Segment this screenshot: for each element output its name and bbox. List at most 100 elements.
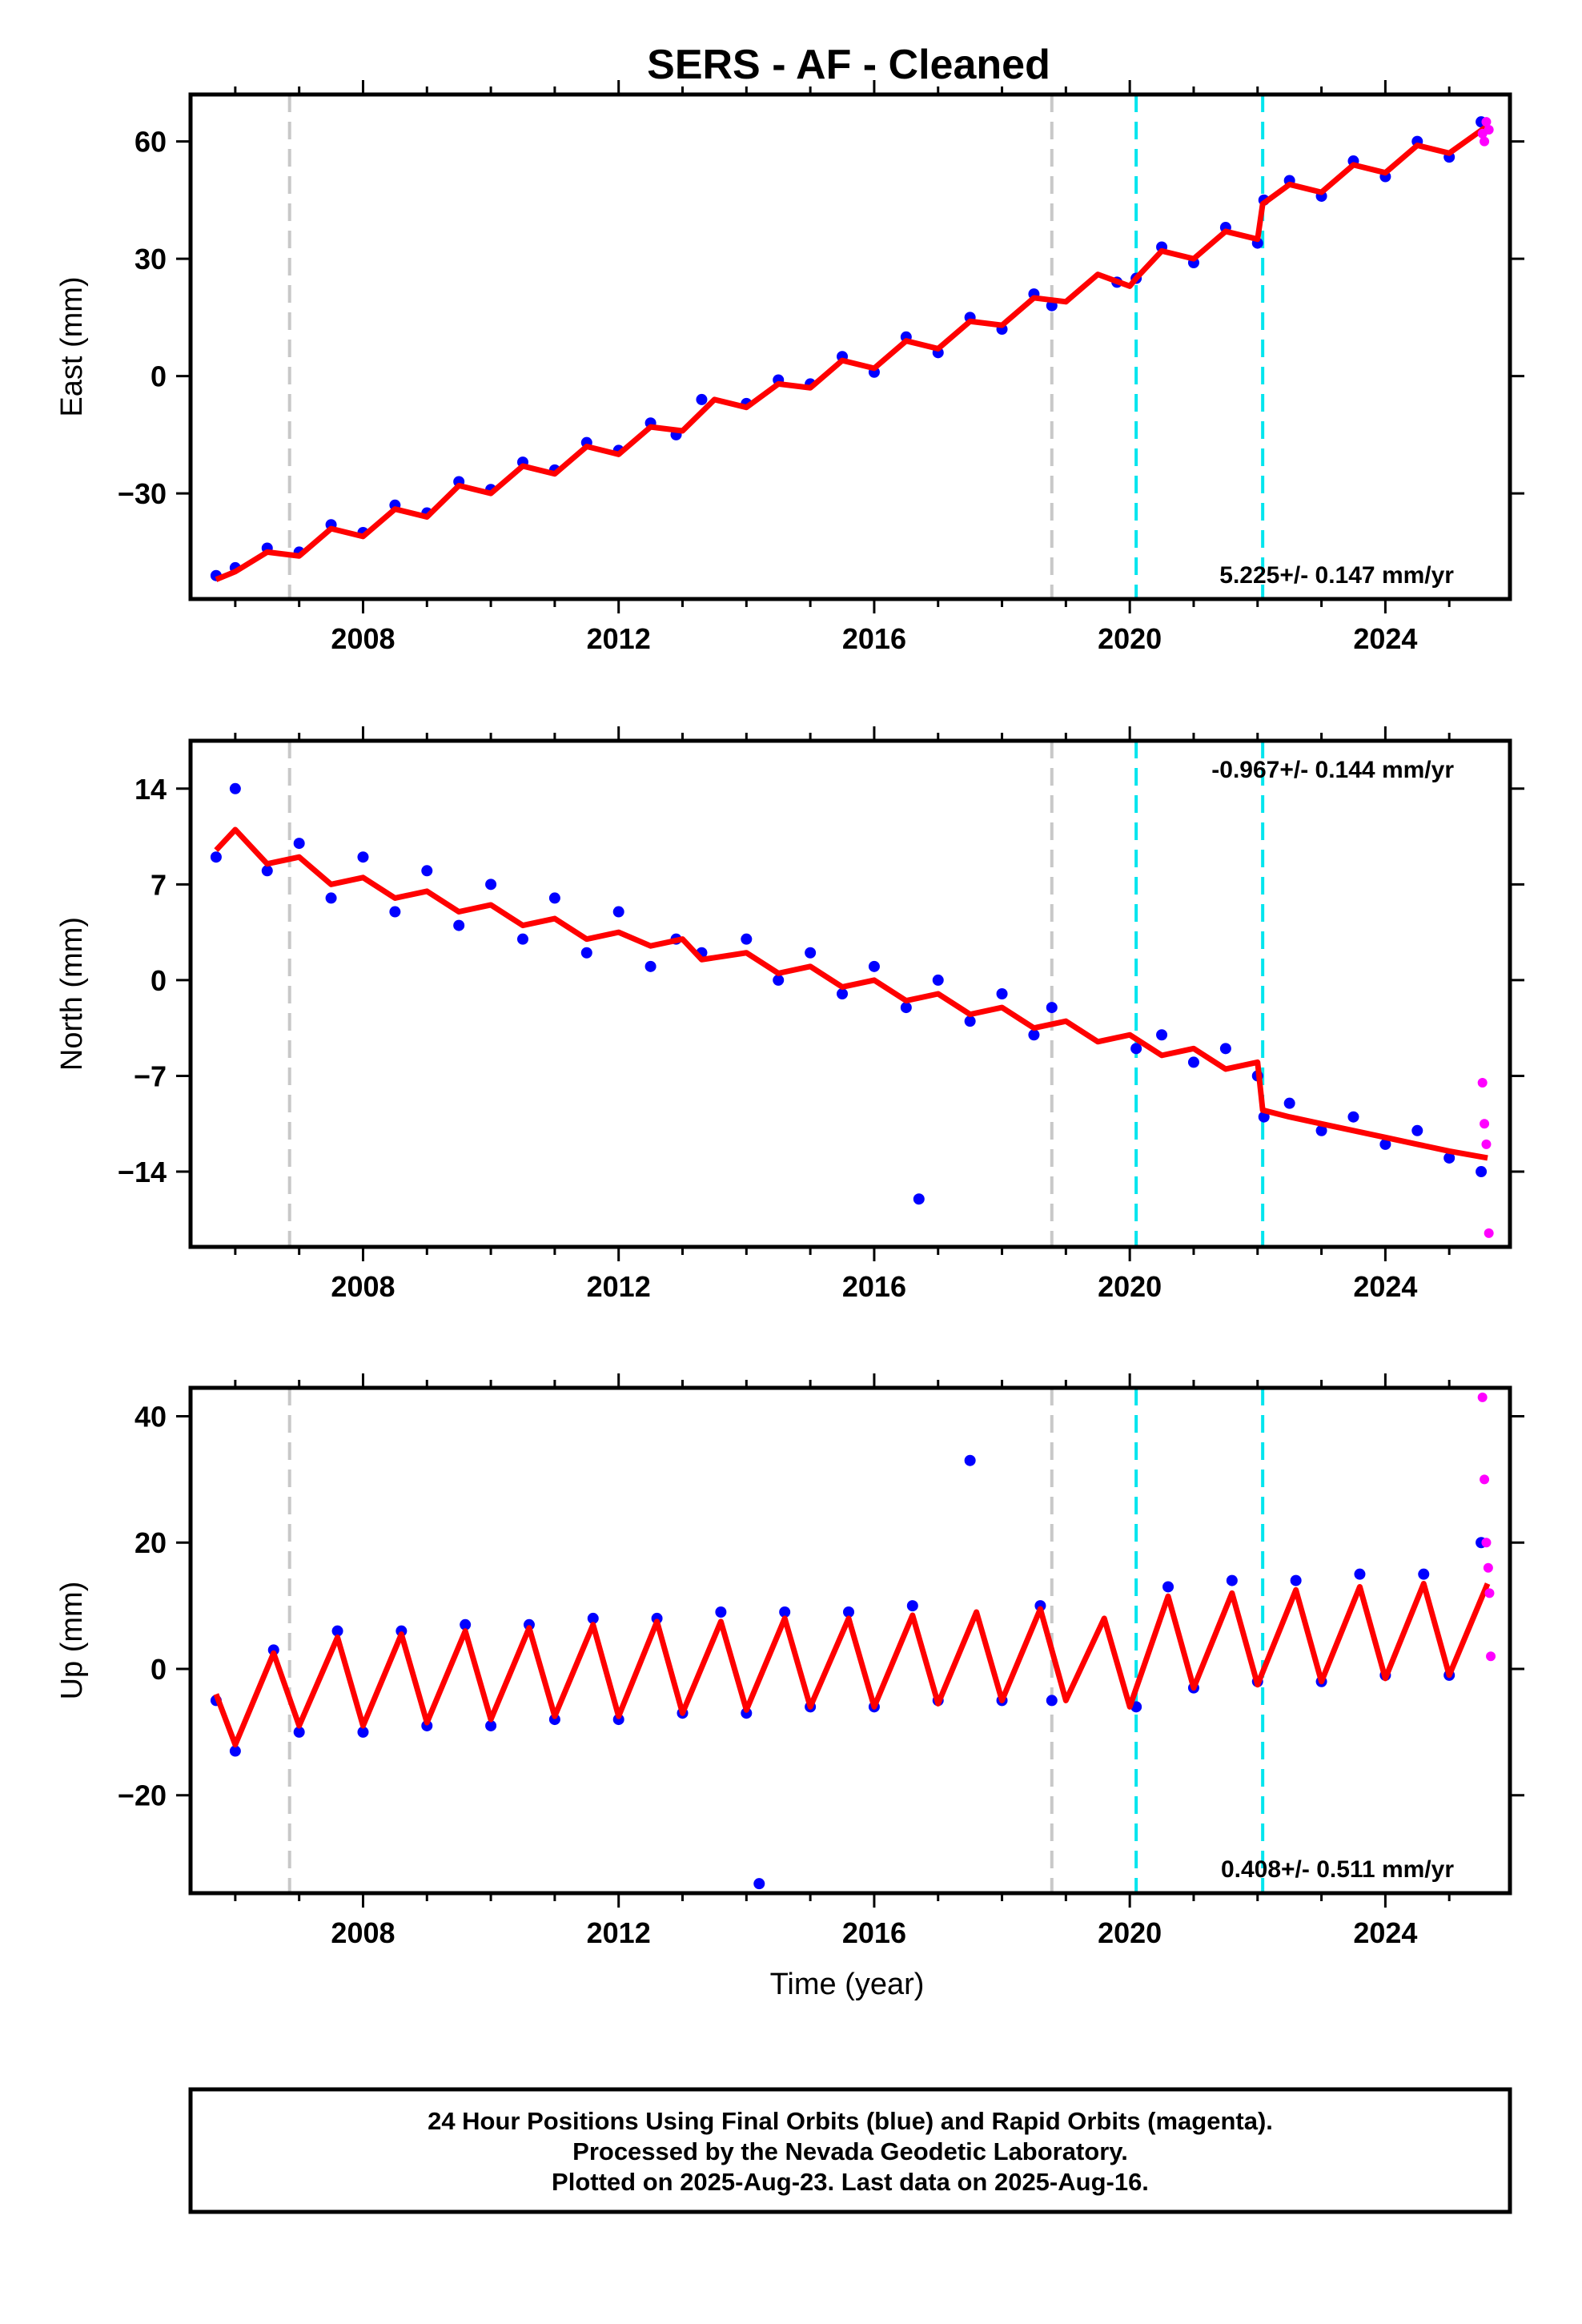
up-x-tick-label: 2020 — [1098, 1916, 1162, 1949]
north-final-point — [325, 892, 337, 904]
up-y-tick-label: 40 — [135, 1400, 167, 1433]
up-final-point — [1226, 1574, 1238, 1586]
up-final-point — [1046, 1695, 1058, 1707]
north-final-point — [1411, 1124, 1423, 1136]
east-x-tick-label: 2012 — [587, 622, 651, 655]
up-rapid-point — [1483, 1562, 1493, 1573]
north-final-point — [1130, 1043, 1142, 1055]
east-y-tick-label: −30 — [118, 477, 167, 510]
up-final-point — [331, 1625, 343, 1637]
footer-box — [188, 2087, 1512, 2214]
north-final-point — [261, 865, 273, 877]
north-x-tick-label: 2012 — [587, 1270, 651, 1303]
north-x-tick-label: 2024 — [1353, 1270, 1417, 1303]
up-x-tick-label: 2016 — [842, 1916, 906, 1949]
figure-title: SERS - AF - Cleaned — [647, 42, 1050, 88]
north-final-point — [1283, 1097, 1295, 1109]
north-final-point — [964, 1015, 976, 1027]
up-final-point — [485, 1719, 497, 1731]
north-x-tick-label: 2020 — [1098, 1270, 1162, 1303]
north-rapid-point — [1484, 1228, 1494, 1238]
x-axis-label: Time (year) — [770, 1968, 925, 2001]
north-final-point — [453, 919, 465, 931]
north-y-tick-label: 7 — [151, 868, 167, 901]
up-rate-label: 0.408+/- 0.511 mm/yr — [1221, 1856, 1454, 1883]
north-final-point — [389, 906, 401, 918]
up-final-point — [229, 1745, 241, 1757]
north-final-point — [210, 851, 222, 863]
north-frame — [188, 738, 1512, 1249]
footer-line-1: 24 Hour Positions Using Final Orbits (bl… — [428, 2107, 1273, 2135]
north-final-point — [900, 1002, 912, 1014]
north-final-point — [548, 892, 560, 904]
up-y-tick-label: 20 — [135, 1526, 167, 1559]
up-panel: 2008 2012 2016 2020 2024 −20 0 20 40 Up (mm) 0.408… — [55, 1373, 1524, 1949]
east-x-tick-label: 2024 — [1353, 622, 1417, 655]
up-x-tick-label: 2008 — [331, 1916, 395, 1949]
up-final-point — [1418, 1568, 1430, 1580]
north-x-tick-label: 2016 — [842, 1270, 906, 1303]
up-final-point — [906, 1600, 918, 1612]
north-final-point — [421, 865, 433, 877]
north-final-point — [1219, 1043, 1231, 1055]
up-rapid-point — [1486, 1651, 1496, 1662]
north-rapid-point — [1481, 1139, 1492, 1149]
north-final-point — [1347, 1111, 1359, 1123]
up-final-point — [293, 1726, 305, 1738]
east-panel: 2008 2012 2016 2020 2024 −30 0 30 60 East (mm) 5.2… — [55, 80, 1524, 655]
up-x-tick-label: 2012 — [587, 1916, 651, 1949]
up-final-point — [964, 1454, 976, 1466]
east-frame — [188, 92, 1512, 601]
north-final-point — [293, 838, 305, 850]
north-final-point — [1476, 1166, 1488, 1178]
north-final-point — [741, 933, 753, 945]
north-rapid-point — [1477, 1078, 1488, 1088]
north-y-axis-label: North (mm) — [55, 917, 89, 1071]
north-final-point — [1315, 1124, 1327, 1136]
footer-line-2: Processed by the Nevada Geodetic Laborat… — [572, 2137, 1128, 2165]
north-final-point — [837, 988, 849, 999]
up-model-line — [213, 1581, 1491, 1748]
east-y-tick-label: 60 — [135, 126, 167, 159]
north-final-point — [913, 1193, 925, 1205]
north-final-point — [516, 933, 528, 945]
footer-line-3: Plotted on 2025-Aug-23. Last data on 202… — [552, 2168, 1149, 2196]
up-final-point — [753, 1878, 765, 1890]
north-final-point — [1028, 1029, 1040, 1041]
up-final-point — [1354, 1568, 1366, 1580]
up-final-point — [715, 1606, 727, 1618]
east-x-tick-label: 2020 — [1098, 622, 1162, 655]
up-frame — [188, 1385, 1512, 1896]
up-final-point — [357, 1726, 369, 1738]
north-rate-label: -0.967+/- 0.144 mm/yr — [1211, 757, 1454, 783]
east-rapid-point — [1484, 124, 1494, 135]
up-final-point — [587, 1612, 599, 1624]
up-rapid-point — [1484, 1588, 1495, 1598]
north-model-line — [214, 826, 1488, 1161]
east-y-tick-label: 0 — [151, 360, 167, 393]
north-final-point — [580, 947, 592, 959]
east-final-point — [696, 393, 708, 405]
up-final-point — [1290, 1574, 1302, 1586]
up-final-point — [460, 1618, 472, 1630]
north-final-point — [644, 960, 656, 972]
east-y-axis-label: East (mm) — [55, 276, 89, 416]
east-rate-label: 5.225+/- 0.147 mm/yr — [1219, 562, 1454, 589]
north-final-point — [1046, 1002, 1058, 1014]
north-final-point — [229, 782, 241, 794]
east-x-tick-label: 2008 — [331, 622, 395, 655]
east-model-line — [215, 123, 1490, 582]
north-x-tick-label: 2008 — [331, 1270, 395, 1303]
up-rapid-point — [1481, 1538, 1492, 1548]
north-final-point — [1379, 1138, 1391, 1150]
east-rapid-point — [1480, 136, 1490, 147]
north-final-point — [996, 988, 1008, 999]
up-y-axis-label: Up (mm) — [55, 1582, 89, 1700]
up-final-point — [779, 1606, 791, 1618]
north-y-tick-label: −14 — [118, 1156, 167, 1188]
north-final-point — [357, 851, 369, 863]
up-final-point — [1162, 1581, 1174, 1593]
north-final-point — [805, 947, 817, 959]
north-final-point — [485, 879, 497, 891]
north-y-tick-label: −7 — [134, 1059, 167, 1092]
